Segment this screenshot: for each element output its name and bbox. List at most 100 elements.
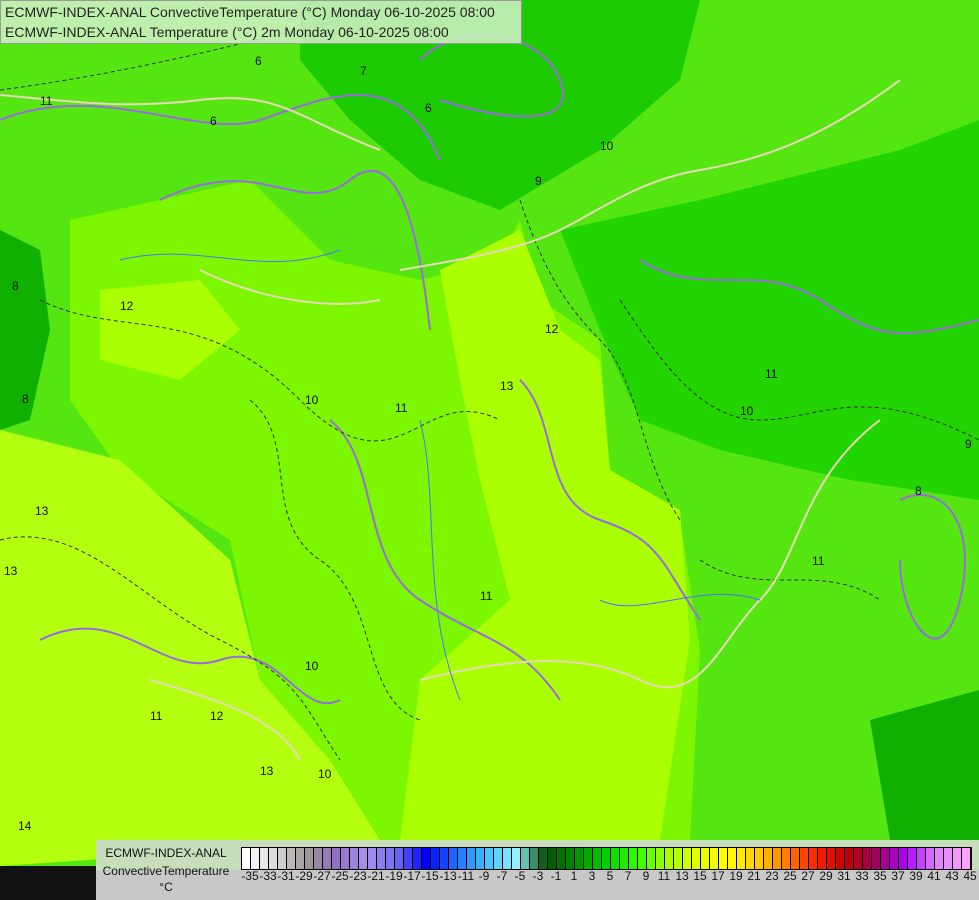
colorbar-tick-label: -5 [514,869,526,883]
colorbar-cell [485,848,494,869]
colorbar-cell [503,848,512,869]
colorbar-tick-label: 35 [873,869,887,883]
country-borders [0,79,901,761]
colorbar-cell [521,848,530,869]
contour-label: 11 [480,589,493,603]
colorbar-cell [890,848,899,869]
colorbar-cell [710,848,719,869]
colorbar-tick-label: 13 [675,869,689,883]
dark-green-region-east [560,120,979,500]
colorbar-cell [629,848,638,869]
colorbar-cell [773,848,782,869]
colorbar-tick-label: 29 [819,869,833,883]
colorbar-cell [440,848,449,869]
colorbar-cell [377,848,386,869]
contour-label: 10 [600,139,614,153]
colorbar-tick-label: -9 [478,869,490,883]
contour-label: 14 [18,819,32,833]
colorbar-tick-label: 23 [765,869,779,883]
colorbar-cell [953,848,962,869]
colorbar-cell [269,848,278,869]
colorbar-cell [818,848,827,869]
pale-yellow-region-nw [100,280,240,380]
colorbar-cell [791,848,800,869]
colorbar-cell [368,848,377,869]
colorbar-tick-label: -3 [532,869,544,883]
colorbar-cell [908,848,917,869]
contour-label: 10 [740,404,754,418]
colorbar-cell [494,848,503,869]
colorbar-cell [242,848,251,869]
colorbar-cell [476,848,485,869]
contour-label: 8 [22,392,29,406]
colorbar-cell [584,848,593,869]
contour-label: 8 [12,279,19,293]
colorbar-tick-label: 37 [891,869,905,883]
colorbar-tick-label: 33 [855,869,869,883]
colorbar-cell [656,848,665,869]
colorbar-tick-label: -25 [331,869,349,883]
colorbar-tick-label: -17 [403,869,421,883]
colorbar-tick-label: 5 [606,869,614,883]
colorbar-cell [575,848,584,869]
contour-label: 6 [210,114,217,128]
colorbar-tick-label: 45 [963,869,977,883]
colorbar-cell [359,848,368,869]
colorbar-cell [863,848,872,869]
colorbar-tick-label: 15 [693,869,707,883]
colorbar-tick-label: 21 [747,869,761,883]
colorbar-cell [701,848,710,869]
colorbar-cell [944,848,953,869]
colorbar-cell [845,848,854,869]
dark-green-region-north [300,0,700,210]
contour-label: 11 [812,554,825,568]
colorbar-tick-label: -23 [349,869,367,883]
colorbar-cell [422,848,431,869]
colorbar [241,847,972,870]
colorbar-cell [332,848,341,869]
colorbar-cell [323,848,332,869]
colorbar-tick-label: -19 [385,869,403,883]
colorbar-cell [602,848,611,869]
contour-label: 10 [305,393,319,407]
colorbar-cell [566,848,575,869]
colorbar-cell [674,848,683,869]
contour-label: 13 [4,564,18,578]
colorbar-tick-label: 3 [588,869,596,883]
colorbar-tick-label: -27 [313,869,331,883]
colorbar-cell [530,848,539,869]
colorbar-cell [917,848,926,869]
colorbar-cell [881,848,890,869]
colorbar-cell [386,848,395,869]
colorbar-cell [620,848,629,869]
legend-variable: ConvectiveTemperature [102,864,230,878]
colorbar-cell [719,848,728,869]
colorbar-tick-label: 43 [945,869,959,883]
colorbar-cell [287,848,296,869]
colorbar-cell [872,848,881,869]
colorbar-tick-label: 41 [927,869,941,883]
pale-yellow-region-sw [0,430,380,866]
colorbar-cell [638,848,647,869]
yellow-green-region [400,230,690,840]
colorbar-cell [728,848,737,869]
colorbar-cell [665,848,674,869]
colorbar-cell [611,848,620,869]
colorbar-cell [305,848,314,869]
colorbar-cell [314,848,323,869]
colorbar-cell [764,848,773,869]
colorbar-tick-label: -11 [457,869,475,883]
colorbar-cell [539,848,548,869]
colorbar-tick-label: -21 [367,869,385,883]
colorbar-cell [692,848,701,869]
dark-green-region-west [0,230,50,430]
contour-label: 8 [915,484,922,498]
contour-label: 11 [395,401,408,415]
colorbar-cell [593,848,602,869]
legend-unit: °C [159,880,173,894]
colorbar-cell [557,848,566,869]
colorbar-cell [746,848,755,869]
colorbar-cell [854,848,863,869]
colorbar-tick-label: 11 [657,869,671,883]
